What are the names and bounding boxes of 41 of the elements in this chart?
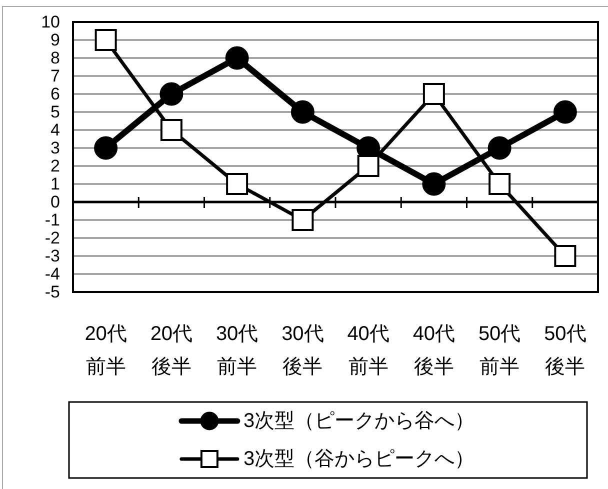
x-tick-label: 50代前半 — [478, 323, 521, 378]
point — [554, 245, 576, 267]
y-tick-label: 7 — [50, 66, 60, 86]
x-tick-label: 40代前半 — [347, 323, 390, 378]
point — [553, 100, 577, 124]
x-tick-label: 30代前半 — [216, 323, 258, 378]
y-tick-label: 2 — [50, 156, 60, 176]
y-tick-label: 6 — [50, 84, 60, 104]
y-tick-label: -1 — [44, 210, 60, 230]
point — [94, 29, 117, 51]
x-tick-label: 40代後半 — [412, 323, 456, 378]
x-tick-label: 30代後半 — [282, 323, 324, 378]
point — [160, 119, 182, 141]
point — [94, 136, 118, 160]
x-tick-label: 20代後半 — [150, 323, 193, 378]
point — [422, 172, 446, 196]
point — [225, 46, 249, 70]
y-tick-label: 1 — [50, 174, 60, 194]
y-tick-label: 8 — [50, 48, 60, 68]
x-tick-label: 20代前半 — [84, 323, 127, 378]
point — [290, 100, 314, 124]
y-tick-label: -2 — [44, 228, 60, 248]
point — [292, 209, 314, 231]
point — [160, 82, 184, 106]
x-tick-label: 50代後半 — [544, 323, 586, 378]
y-tick-label: 5 — [50, 102, 60, 122]
y-tick-label: 0 — [50, 192, 60, 212]
point — [422, 83, 445, 105]
y-tick-label: 10 — [41, 12, 60, 32]
legend-label: 3次型（ピークから谷へ） — [243, 410, 475, 432]
point — [488, 173, 511, 195]
y-tick-label: 3 — [50, 138, 60, 158]
y-tick-label: 4 — [50, 120, 60, 140]
y-tick-label: -3 — [44, 246, 60, 266]
point — [226, 173, 248, 195]
legend-label: 3次型（谷からピークへ） — [243, 448, 475, 470]
point — [357, 155, 380, 177]
point — [488, 136, 512, 160]
y-tick-label: 9 — [50, 30, 60, 50]
y-tick-label: -5 — [44, 282, 60, 302]
y-tick-label: -4 — [44, 264, 60, 284]
